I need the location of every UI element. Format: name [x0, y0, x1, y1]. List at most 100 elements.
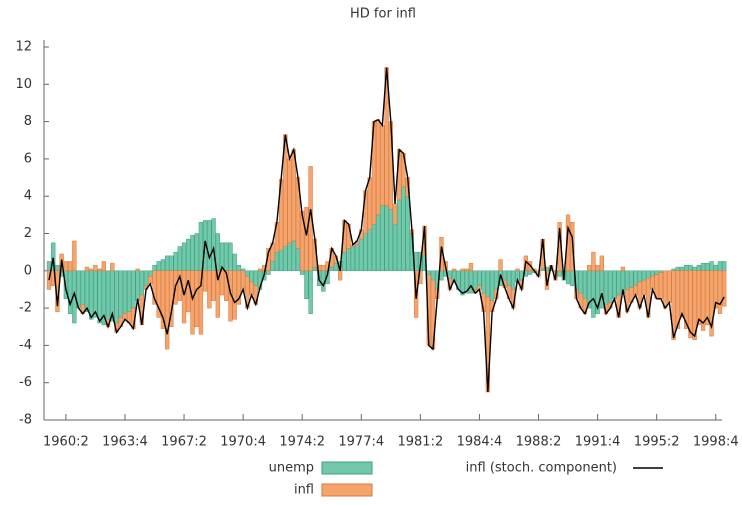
bar: [224, 270, 229, 301]
bar: [202, 270, 208, 292]
bar: [684, 264, 689, 272]
x-tick-label: 1963:4: [102, 435, 148, 450]
bar: [80, 270, 85, 305]
bar: [426, 270, 431, 275]
bar: [675, 270, 680, 329]
bar: [494, 270, 499, 290]
bar: [527, 270, 533, 275]
bar: [245, 270, 250, 277]
bar: [283, 246, 288, 272]
bar: [257, 268, 263, 272]
bar: [181, 242, 187, 272]
bar: [650, 270, 655, 277]
bar: [468, 270, 474, 294]
bar: [165, 270, 170, 350]
bar: [587, 264, 592, 272]
bar: [688, 264, 693, 272]
bar: [684, 270, 689, 329]
bar: [658, 270, 664, 273]
bar: [84, 270, 90, 313]
bar: [439, 270, 444, 281]
bar: [143, 270, 149, 286]
bar: [624, 270, 630, 290]
bar: [236, 264, 242, 272]
bar: [447, 270, 453, 279]
bar: [198, 222, 204, 272]
bar: [287, 242, 292, 272]
bar: [63, 261, 69, 272]
bar: [148, 270, 153, 277]
bar: [329, 266, 334, 272]
bar: [84, 266, 90, 272]
bar: [160, 259, 166, 272]
bar: [173, 251, 178, 272]
bar: [55, 264, 60, 272]
bar: [287, 158, 292, 244]
bar: [591, 270, 596, 318]
bar: [722, 261, 727, 272]
bar: [160, 270, 166, 329]
bar: [671, 270, 676, 341]
bar: [181, 270, 187, 324]
bar: [557, 270, 562, 277]
bar: [186, 238, 191, 272]
bar: [688, 270, 693, 339]
bar: [376, 119, 381, 216]
y-tick-label: 6: [24, 151, 32, 166]
bar: [468, 263, 474, 272]
bar: [152, 264, 157, 272]
bar: [565, 270, 571, 285]
bar: [342, 251, 347, 272]
bar: [570, 270, 575, 286]
bar: [679, 266, 685, 272]
bar: [152, 270, 157, 305]
bar: [190, 235, 195, 272]
bar: [249, 281, 254, 296]
bar: [110, 263, 115, 272]
legend-swatch: [321, 483, 373, 497]
bar: [392, 203, 398, 225]
bar: [498, 259, 503, 272]
bar: [380, 205, 385, 272]
x-tick-label: 1998:4: [693, 435, 739, 450]
x-tick-label: 1984:4: [457, 435, 503, 450]
bar: [215, 270, 220, 318]
y-tick-label: 0: [24, 263, 32, 278]
bar: [709, 261, 714, 272]
bar: [219, 270, 225, 296]
bar: [97, 270, 102, 324]
bar: [722, 270, 727, 307]
bar: [359, 238, 364, 272]
bar: [101, 261, 107, 272]
bar: [207, 270, 212, 309]
bar: [658, 272, 664, 300]
bar: [515, 268, 520, 272]
bar: [692, 266, 697, 272]
bar: [156, 270, 161, 318]
bar: [135, 268, 140, 272]
y-tick-label: 12: [15, 40, 32, 55]
bar: [388, 209, 393, 272]
bar: [713, 270, 718, 309]
bar: [291, 240, 296, 272]
bar: [304, 270, 309, 300]
bar: [477, 270, 482, 286]
x-tick-label: 1960:2: [43, 435, 89, 450]
x-tick-label: 1988:2: [516, 435, 562, 450]
y-tick-label: -6: [19, 375, 32, 390]
bar: [127, 270, 132, 313]
bar: [194, 270, 199, 327]
bar: [629, 270, 634, 288]
bar: [430, 270, 436, 281]
x-tick-label: 1995:2: [634, 435, 680, 450]
bar: [105, 270, 111, 320]
y-tick-label: -2: [19, 301, 32, 316]
bar: [122, 270, 128, 314]
bar: [696, 264, 702, 272]
bar: [380, 125, 385, 206]
bar: [595, 264, 600, 272]
bar: [169, 255, 174, 272]
bar: [363, 233, 368, 272]
bar: [338, 270, 343, 281]
x-tick-label: 1977:4: [338, 435, 384, 450]
